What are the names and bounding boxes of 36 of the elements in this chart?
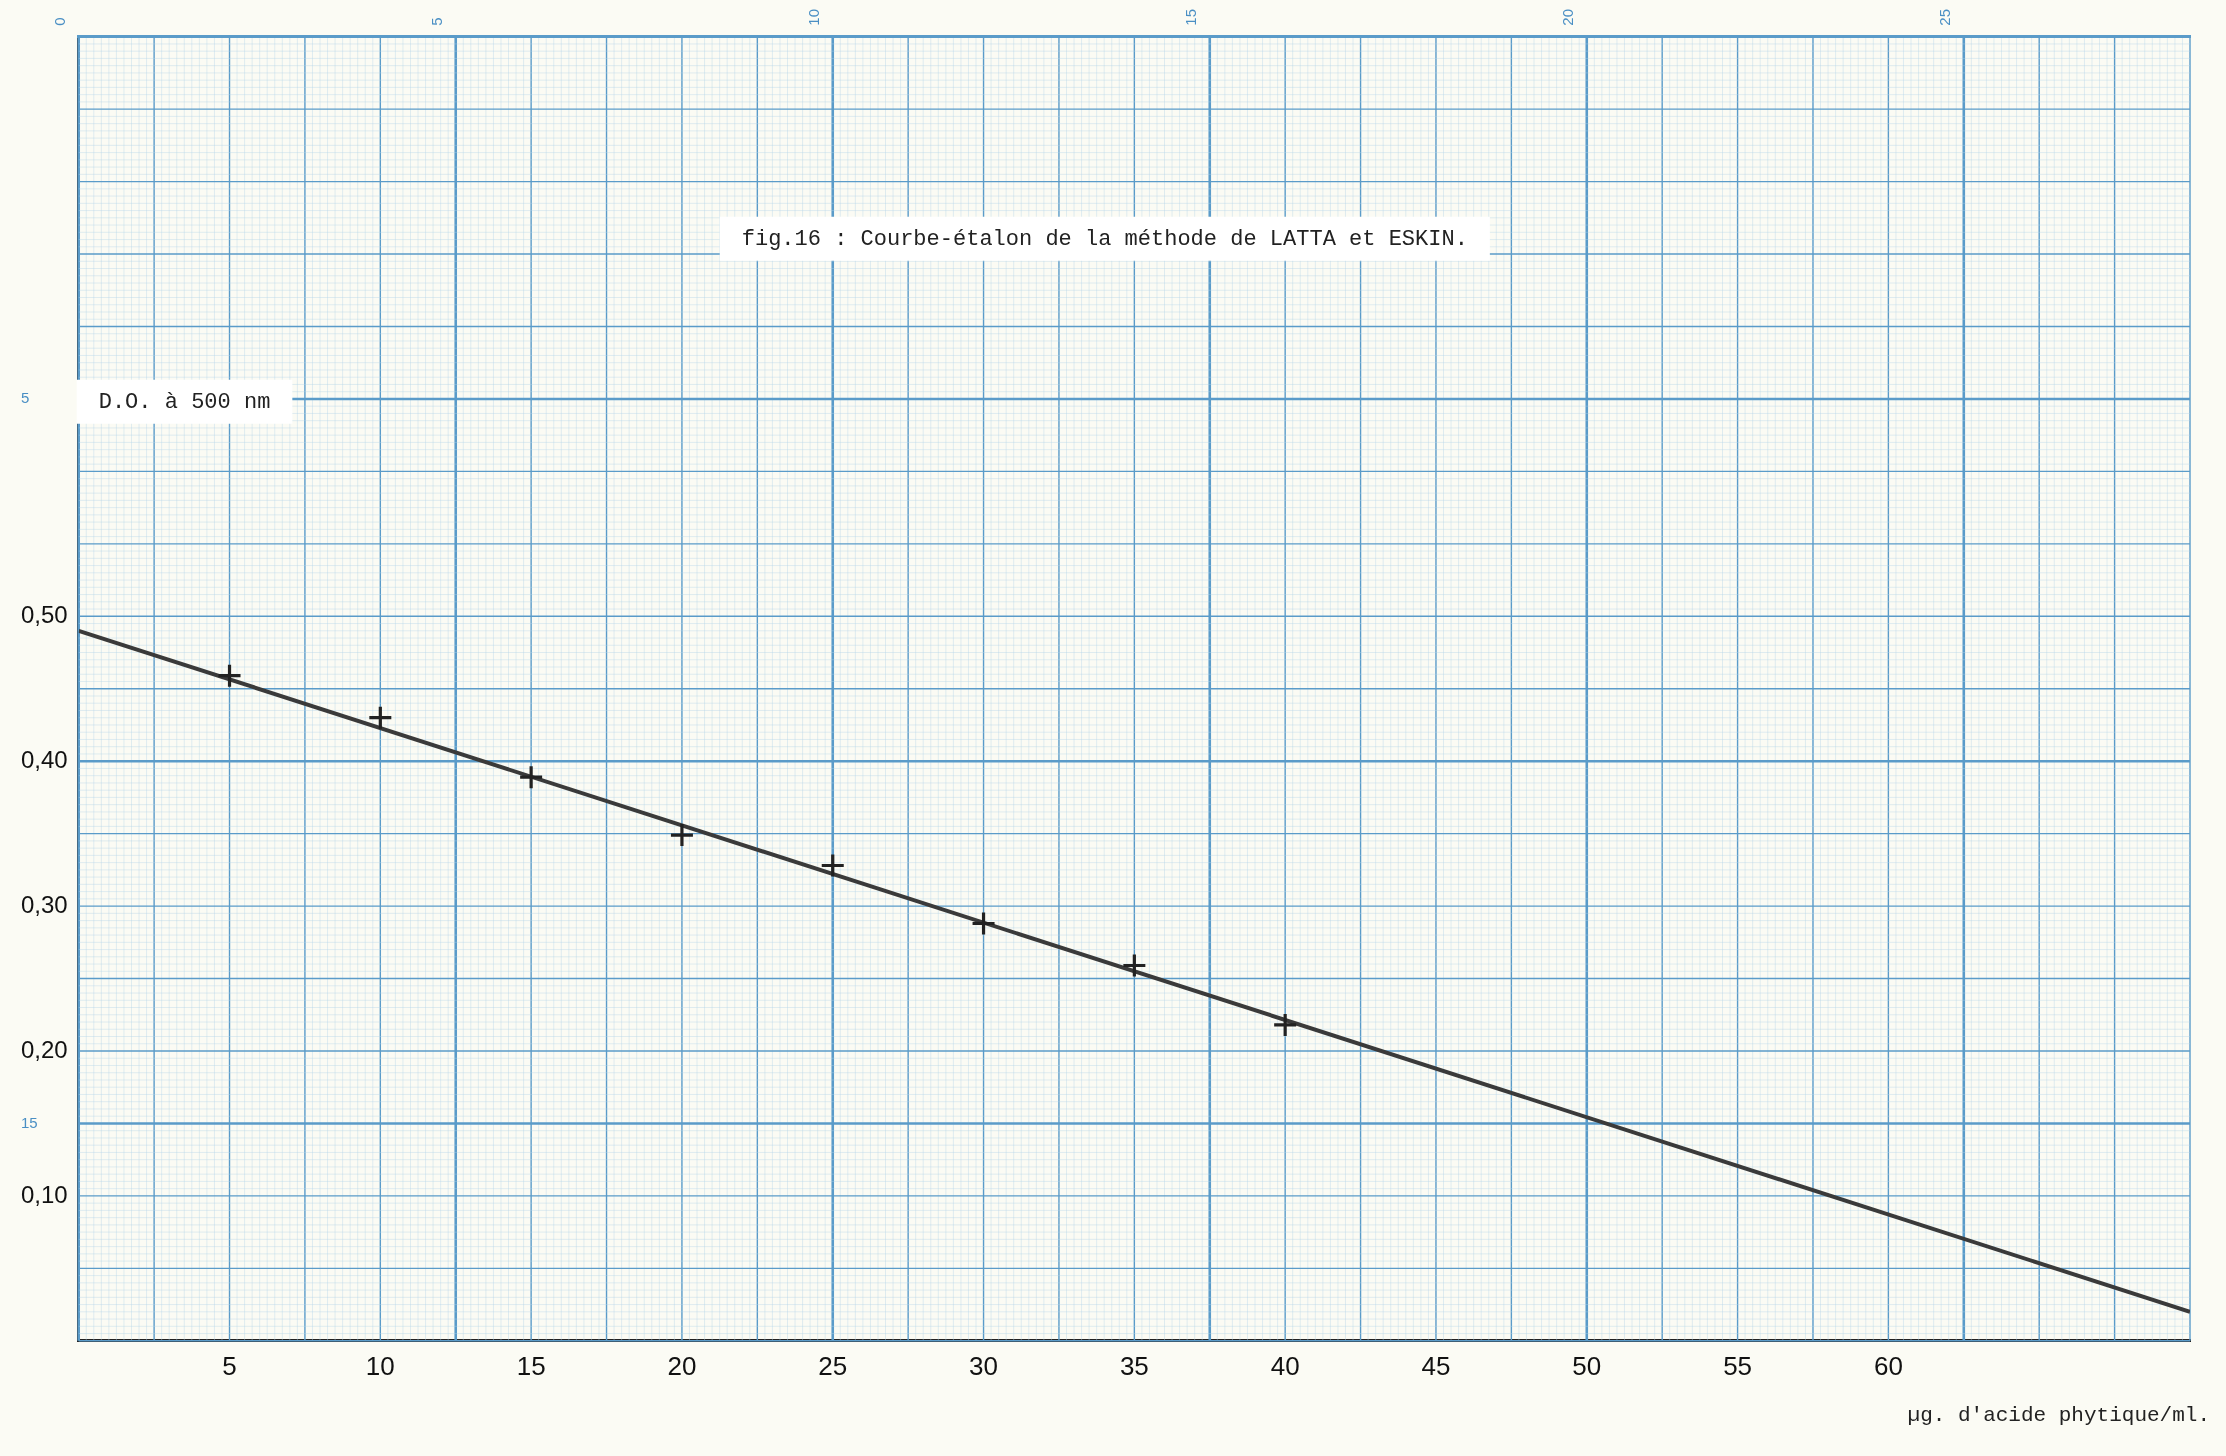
point [369,706,392,729]
point [1274,1013,1297,1036]
x2-tick-label: 20 [1558,9,1576,26]
x-tick-label: 15 [516,1350,546,1381]
point [218,664,241,687]
point [972,912,995,935]
x2-tick-label: 0 [50,17,68,26]
x2-tick-label: 15 [1181,9,1199,26]
x-tick-label: 55 [1723,1350,1753,1381]
point [821,854,844,877]
x2-tick-label: 5 [427,17,445,26]
y2-tick-label: 15 [21,1113,38,1131]
y-tick-label: 0,10 [20,1180,68,1208]
point [520,766,543,789]
x2-tick-label: 10 [804,9,822,26]
y-tick-label: 0,20 [20,1035,68,1063]
x-tick-label: 10 [365,1350,395,1381]
y-tick-label: 0,50 [20,600,68,628]
x-tick-label: 40 [1270,1350,1300,1381]
y-axis-title: D.O. à 500 nm [98,389,271,415]
y-tick-label: 0,30 [20,890,68,918]
x-tick-label: 45 [1421,1350,1451,1381]
y2-tick-label: 5 [21,389,30,407]
x-tick-label: 60 [1873,1350,1903,1381]
x-tick-label: 5 [222,1350,237,1381]
point [670,824,693,847]
x-tick-label: 25 [818,1350,848,1381]
point [1123,954,1146,977]
y-tick-label: 0,40 [20,745,68,773]
x-tick-label: 50 [1572,1350,1602,1381]
x-tick-label: 20 [667,1350,697,1381]
x-tick-label: 35 [1119,1350,1149,1381]
x-tick-label: 30 [969,1350,999,1381]
text: fig.16 : Courbe-étalon de la méthode de LATTA et ESKIN. [741,226,1468,252]
x2-tick-label: 25 [1935,9,1953,26]
x-axis-title: µg. d'acide phytique/ml. [1907,1404,2210,1428]
